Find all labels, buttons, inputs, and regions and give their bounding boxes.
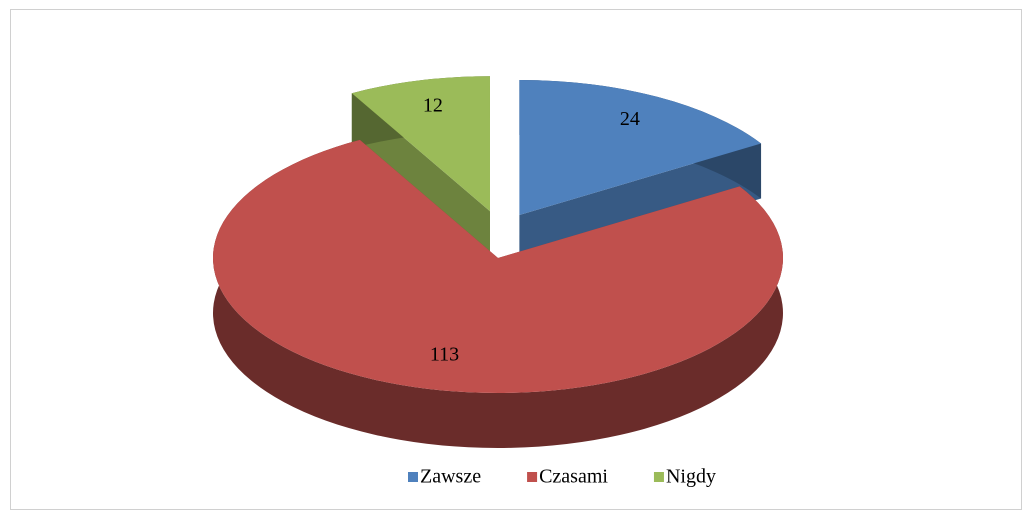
slice-top (351, 76, 490, 212)
legend: Zawsze Czasami Nigdy (408, 466, 716, 488)
data-label: 12 (423, 94, 443, 116)
legend-label: Zawsze (420, 466, 481, 488)
legend-swatch (527, 472, 538, 482)
slice-top (212, 139, 783, 393)
slice-top (519, 80, 762, 216)
legend-swatch (408, 472, 418, 482)
legend-label: Czasami (539, 466, 608, 488)
pie-slice (212, 139, 783, 448)
data-label: 113 (430, 344, 459, 366)
data-label: 24 (620, 108, 640, 130)
legend-label: Nigdy (666, 466, 716, 488)
legend-swatch (653, 472, 664, 482)
